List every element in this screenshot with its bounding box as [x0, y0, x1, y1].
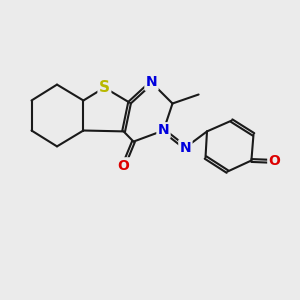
Text: N: N: [158, 124, 169, 137]
Text: O: O: [268, 154, 280, 168]
Text: N: N: [146, 76, 157, 89]
Text: S: S: [99, 80, 110, 95]
Text: N: N: [180, 141, 191, 154]
Text: O: O: [118, 159, 130, 172]
